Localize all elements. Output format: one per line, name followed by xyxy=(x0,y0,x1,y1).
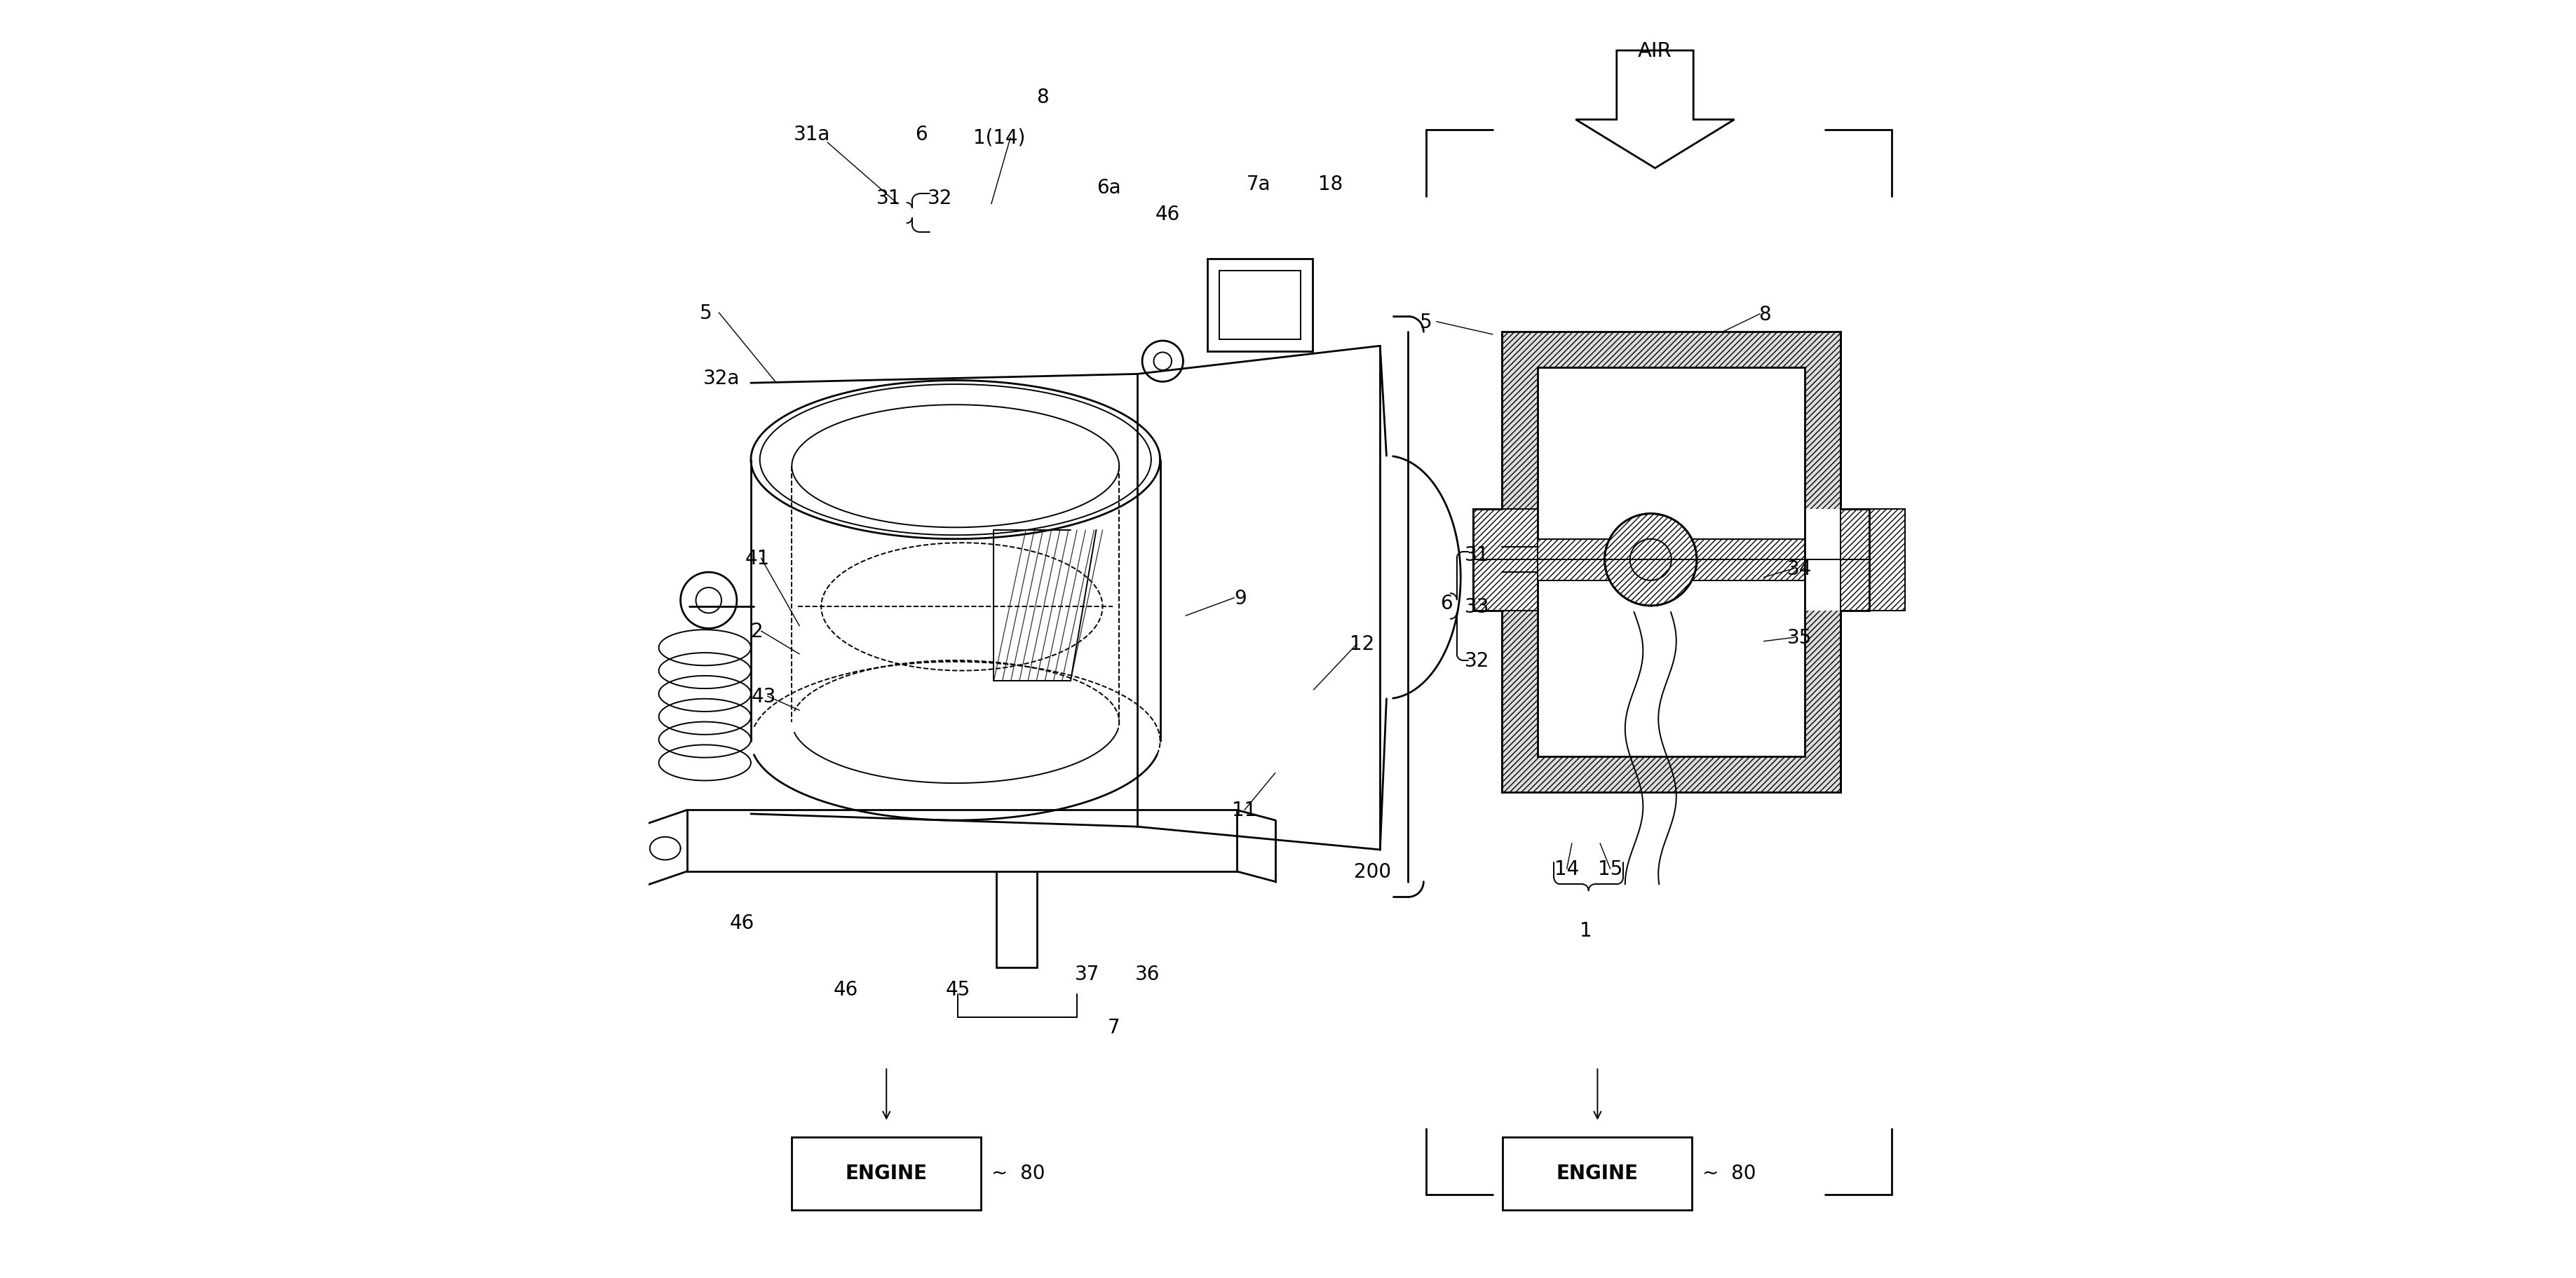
Text: 32a: 32a xyxy=(703,368,739,389)
Text: 8: 8 xyxy=(1759,304,1772,325)
Text: 36: 36 xyxy=(1136,964,1159,984)
Text: 43: 43 xyxy=(752,686,775,707)
Text: ~  80: ~ 80 xyxy=(992,1163,1046,1183)
Polygon shape xyxy=(1577,51,1734,169)
Text: 37: 37 xyxy=(1074,964,1100,984)
Text: 6: 6 xyxy=(914,124,927,144)
Text: 46: 46 xyxy=(832,979,858,999)
Text: 34: 34 xyxy=(1788,558,1811,579)
Bar xyxy=(1502,332,1839,792)
Bar xyxy=(1218,271,1301,340)
Text: 35: 35 xyxy=(1788,627,1811,648)
Bar xyxy=(791,1137,981,1210)
Text: 6a: 6a xyxy=(1097,178,1121,198)
Text: 15: 15 xyxy=(1597,859,1623,879)
Bar xyxy=(1208,259,1311,351)
Text: 41: 41 xyxy=(744,548,770,569)
Text: 1: 1 xyxy=(1579,920,1592,941)
Text: 8: 8 xyxy=(1036,87,1048,107)
Text: 45: 45 xyxy=(945,979,971,999)
Text: 5: 5 xyxy=(1419,312,1432,332)
Text: 7: 7 xyxy=(1108,1017,1121,1038)
Text: 11: 11 xyxy=(1231,800,1257,820)
Text: 31: 31 xyxy=(1466,544,1489,565)
Text: 18: 18 xyxy=(1319,174,1342,194)
Text: ENGINE: ENGINE xyxy=(845,1163,927,1183)
Bar xyxy=(1803,510,1842,611)
Bar xyxy=(1473,510,1538,611)
Text: ~  80: ~ 80 xyxy=(1703,1163,1757,1183)
Text: 6: 6 xyxy=(1440,593,1453,613)
Text: 46: 46 xyxy=(729,912,755,933)
Text: 31a: 31a xyxy=(793,124,829,144)
Text: 12: 12 xyxy=(1350,634,1376,654)
Text: 32: 32 xyxy=(1466,651,1489,671)
Text: 200: 200 xyxy=(1355,861,1391,882)
Text: 9: 9 xyxy=(1234,588,1247,608)
Text: 32: 32 xyxy=(927,188,953,208)
Text: 46: 46 xyxy=(1157,204,1180,225)
Text: 1(14): 1(14) xyxy=(974,128,1025,148)
Circle shape xyxy=(1605,514,1698,606)
Bar xyxy=(1499,510,1538,611)
Text: 31: 31 xyxy=(876,188,902,208)
Text: AIR: AIR xyxy=(1638,41,1672,61)
Text: 33: 33 xyxy=(1466,597,1489,617)
Bar xyxy=(1538,368,1806,757)
Text: ENGINE: ENGINE xyxy=(1556,1163,1638,1183)
Bar xyxy=(1502,1137,1692,1210)
Text: 5: 5 xyxy=(701,303,714,323)
Bar xyxy=(1538,539,1806,580)
Text: 7a: 7a xyxy=(1247,174,1270,194)
Bar xyxy=(1839,510,1904,611)
Text: 2: 2 xyxy=(752,621,762,642)
Text: 14: 14 xyxy=(1553,859,1579,879)
